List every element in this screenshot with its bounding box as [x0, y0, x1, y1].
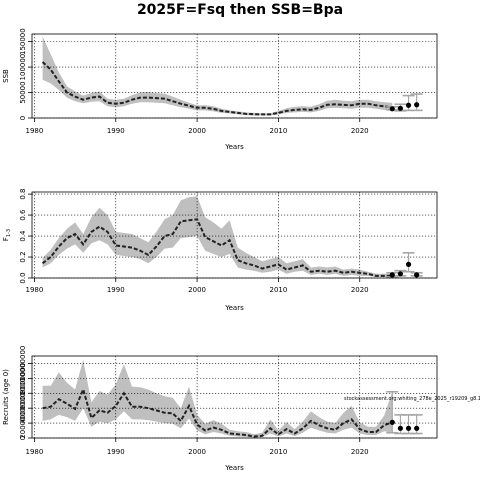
x-tick-label: 2000 [188, 286, 206, 294]
x-axis-title: Years [224, 143, 244, 151]
y-axis-title: F1-3 [2, 229, 12, 241]
confidence-band [42, 359, 393, 438]
y-tick-label: 150000 [19, 28, 27, 55]
page-title: 2025F=Fsq then SSB=Bpa [136, 2, 344, 18]
y-tick-label: 0 [19, 116, 27, 120]
estimate-line [41, 218, 393, 277]
y-axis-title-main: SSB [2, 69, 10, 83]
x-tick-label: 2010 [270, 448, 288, 456]
y-tick-label: 0.6 [19, 209, 27, 221]
forecast-point [397, 425, 404, 431]
y-axis-title: SSB [2, 69, 10, 83]
forecast-point [405, 102, 412, 108]
x-tick-label: 2010 [270, 127, 288, 135]
forecast-point [414, 272, 420, 278]
y-tick-label: 0.8 [19, 189, 27, 200]
forecast-point [389, 106, 395, 112]
y-tick-label: 0.2 [19, 251, 27, 262]
x-tick-label: 1990 [107, 127, 125, 135]
y-axis-title-subscript: 1-3 [6, 229, 12, 237]
forecast-point [389, 272, 395, 278]
x-tick-label: 2010 [270, 286, 288, 294]
forecast-point [405, 425, 412, 431]
x-tick-label: 1980 [26, 448, 44, 456]
x-tick-label: 2020 [351, 286, 369, 294]
forecast-point [397, 105, 404, 111]
confidence-band [42, 36, 393, 116]
plot-frame [31, 191, 438, 279]
x-axis-title: Years [224, 464, 244, 472]
y-axis-title-main: Recruits (age 0) [2, 369, 10, 425]
forecast-point [414, 102, 420, 108]
forecast-point [397, 271, 404, 277]
x-tick-label: 1990 [107, 448, 125, 456]
x-tick-label: 2000 [188, 448, 206, 456]
x-tick-label: 2000 [188, 127, 206, 135]
y-tick-label: 6000000 [19, 378, 27, 409]
y-axis-title-main: F [2, 237, 10, 241]
annotation: stockassessment.org:whiting_278e_2025_r1… [344, 396, 480, 402]
y-tick-label: 0.4 [19, 230, 27, 242]
y-tick-label: 100000 [19, 54, 27, 81]
plot-frame [31, 355, 438, 439]
recruitment-panel: 1980 1990 2000 2010 2020 02000000400000060000… [2, 346, 480, 472]
forecast-point [389, 419, 395, 425]
y-tick-label: 8000000 [19, 363, 27, 394]
x-tick-label: 2020 [351, 127, 369, 135]
x-tick-label: 1980 [26, 127, 44, 135]
y-tick-label: 0 [19, 436, 27, 440]
fbar-panel: 1980 1990 2000 2010 2020 0.0 0.2 0.4 0.6 0.8 Years… [2, 189, 438, 312]
y-tick-label: 0.0 [19, 272, 27, 283]
forecast-point [414, 425, 420, 431]
y-tick-label: 50000 [19, 81, 27, 103]
forecast-point [405, 261, 412, 267]
x-tick-label: 1980 [26, 286, 44, 294]
estimate-line [42, 386, 393, 438]
confidence-band [42, 196, 393, 277]
y-tick-label: 4000000 [19, 393, 27, 424]
x-tick-label: 1990 [107, 286, 125, 294]
x-tick-label: 2020 [351, 448, 369, 456]
x-axis-title: Years [224, 304, 244, 312]
estimate-line [41, 61, 393, 116]
y-tick-label: 2000000 [19, 407, 27, 438]
y-axis-title: Recruits (age 0) [2, 369, 10, 425]
y-tick-label: 10000000 [19, 346, 27, 382]
plot-frame [31, 33, 438, 119]
